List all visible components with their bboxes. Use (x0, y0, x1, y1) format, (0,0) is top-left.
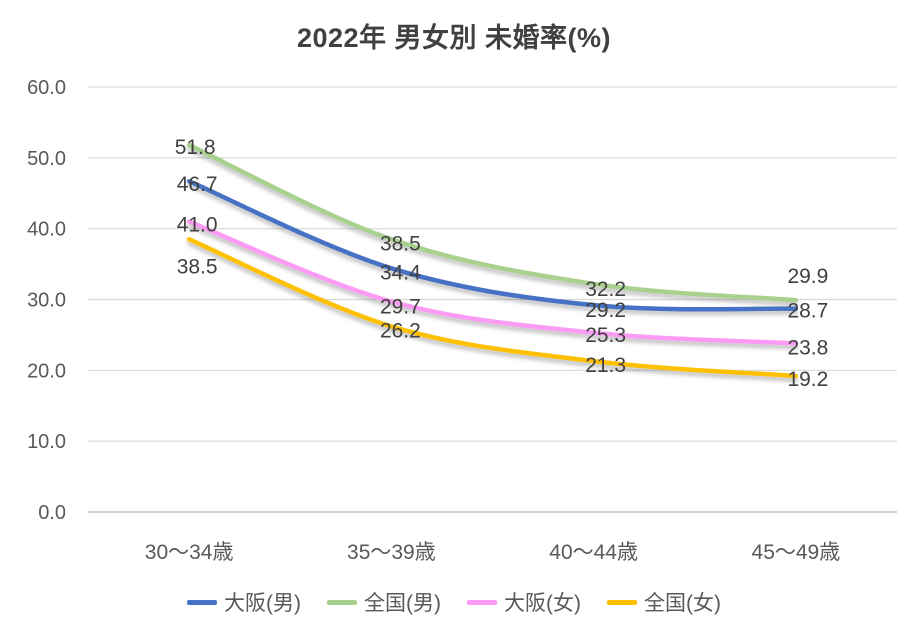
data-label: 25.3 (585, 324, 626, 347)
y-axis-tick-label: 30.0 (27, 290, 66, 312)
data-label: 38.5 (380, 232, 421, 255)
data-label: 29.2 (585, 299, 626, 322)
series-line (186, 142, 799, 303)
series-line (186, 237, 799, 379)
legend-line-marker (327, 599, 357, 605)
series-line (186, 219, 799, 346)
legend-label: 全国(女) (644, 592, 721, 615)
y-axis-tick-label: 20.0 (27, 360, 66, 382)
legend-line-marker (187, 599, 217, 605)
data-label: 51.8 (175, 136, 216, 159)
data-labels: 46.7 34.4 29.2 28.7 51.8 38.5 32.2 29.9 41.0 29.7… (175, 136, 829, 391)
series-line (186, 178, 799, 312)
series-lines (186, 142, 799, 379)
legend-line-marker (467, 599, 497, 605)
legend-item: 全国(女) (607, 587, 721, 617)
y-axis-tick-label: 60.0 (27, 77, 66, 99)
legend-line-marker (607, 599, 637, 605)
legend-item: 大阪(男) (187, 587, 301, 617)
data-label: 21.3 (585, 354, 626, 377)
legend: 大阪(男) 全国(男) 大阪(女) 全国(女) (0, 587, 908, 617)
y-axis-tick-label: 0.0 (38, 502, 66, 524)
data-label: 34.4 (380, 261, 421, 284)
data-label: 38.5 (177, 255, 218, 278)
legend-label: 全国(男) (364, 592, 441, 615)
chart-title: 2022年 男女別 未婚率(%) (296, 23, 612, 53)
x-axis-category-label: 30〜34歳 (145, 541, 234, 564)
data-label: 46.7 (177, 173, 218, 196)
x-axis-category-label: 35〜39歳 (347, 541, 436, 564)
data-label: 29.7 (380, 296, 421, 319)
data-label: 19.2 (787, 368, 828, 391)
y-axis-tick-label: 40.0 (27, 219, 66, 241)
data-label: 26.2 (380, 319, 421, 342)
data-label: 29.9 (787, 265, 828, 288)
axis-labels: 60.0 50.0 40.0 30.0 20.0 10.0 0.0 30〜34歳 35〜39歳 4… (27, 77, 840, 564)
data-label: 41.0 (177, 214, 218, 237)
y-axis-tick-label: 10.0 (27, 431, 66, 453)
legend-item: 全国(男) (327, 587, 441, 617)
x-axis-category-label: 45〜49歳 (752, 541, 841, 564)
data-label: 32.2 (585, 278, 626, 301)
data-label: 23.8 (787, 336, 828, 359)
legend-label: 大阪(男) (224, 592, 301, 615)
legend-label: 大阪(女) (504, 592, 581, 615)
legend-item: 大阪(女) (467, 587, 581, 617)
y-axis-tick-label: 50.0 (27, 148, 66, 170)
data-label: 28.7 (787, 300, 828, 323)
x-axis-category-label: 40〜44歳 (549, 541, 638, 564)
gridlines (88, 86, 897, 513)
